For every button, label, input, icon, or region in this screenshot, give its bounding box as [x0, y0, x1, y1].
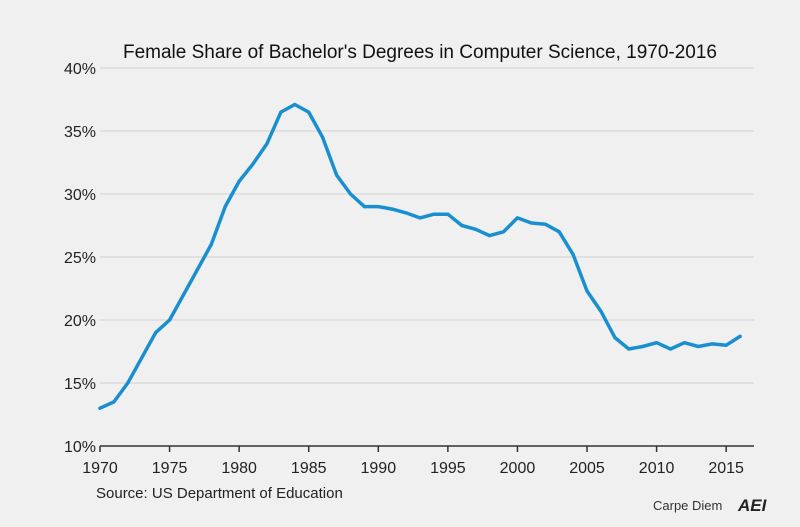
- data-point: [293, 102, 297, 107]
- data-point: [167, 318, 172, 322]
- x-tick-label: 1995: [430, 460, 466, 477]
- data-point: [265, 142, 269, 146]
- data-point: [682, 341, 687, 345]
- data-point: [696, 344, 700, 349]
- publication-name: Carpe Diem: [653, 498, 722, 513]
- data-point: [376, 205, 380, 209]
- series-layer: [98, 102, 742, 410]
- x-tick-label: 1970: [82, 460, 118, 477]
- data-point: [307, 110, 311, 114]
- aei-logo: AEI: [737, 496, 768, 515]
- data-point: [529, 221, 533, 225]
- data-point: [627, 347, 631, 351]
- y-tick-label: 10%: [64, 439, 96, 456]
- aei-logo-text: AEI: [737, 496, 768, 515]
- y-tick-labels: 10% 15% 20% 25% 30% 35% 40%: [64, 61, 96, 456]
- y-tick-label: 20%: [64, 313, 96, 330]
- x-tick-label: 1980: [221, 460, 257, 477]
- source-note: Source: US Department of Education: [96, 485, 343, 502]
- data-point: [237, 179, 241, 183]
- x-tick-label: 1985: [291, 460, 327, 477]
- data-point: [738, 334, 742, 338]
- data-point: [98, 406, 102, 410]
- chart-title: Female Share of Bachelor's Degrees in Co…: [123, 42, 717, 63]
- data-point: [724, 343, 728, 347]
- y-tick-label: 35%: [64, 124, 96, 141]
- data-point: [585, 289, 589, 293]
- data-point: [154, 331, 158, 335]
- data-point: [334, 173, 339, 177]
- data-point: [418, 216, 422, 220]
- data-point: [362, 205, 366, 209]
- data-point: [251, 162, 255, 166]
- x-tick-label: 1990: [361, 460, 397, 477]
- data-point: [599, 309, 603, 313]
- data-point: [488, 233, 492, 238]
- data-point: [515, 216, 520, 220]
- data-point: [223, 205, 227, 209]
- data-point: [557, 230, 561, 234]
- x-tick-labels: 1970 1975 1980 1985 1990 1995 2000 2005 2010 2015: [82, 446, 744, 477]
- data-point: [710, 342, 714, 346]
- y-tick-label: 25%: [64, 250, 96, 267]
- y-tick-label: 30%: [64, 187, 96, 204]
- gridlines: [100, 67, 754, 447]
- x-tick-label: 1975: [152, 460, 188, 477]
- y-tick-label: 15%: [64, 376, 96, 393]
- data-point: [432, 212, 436, 216]
- data-point: [446, 212, 450, 216]
- x-tick-label: 2000: [500, 460, 536, 477]
- x-tick-label: 2005: [569, 460, 605, 477]
- data-point: [321, 135, 325, 139]
- x-tick-label: 2015: [708, 460, 744, 477]
- data-point: [279, 110, 283, 114]
- data-point: [404, 211, 408, 215]
- data-point: [571, 252, 575, 257]
- series-line: [98, 102, 742, 410]
- data-point: [126, 381, 130, 385]
- data-point: [501, 230, 506, 234]
- data-point: [668, 347, 673, 351]
- data-point: [474, 227, 478, 231]
- data-point: [641, 344, 645, 349]
- data-point: [543, 222, 547, 226]
- data-point: [195, 268, 200, 272]
- data-point: [140, 356, 144, 360]
- data-point: [181, 293, 186, 297]
- data-point: [390, 207, 394, 211]
- data-point: [613, 336, 617, 340]
- data-point: [209, 242, 213, 246]
- data-point: [654, 341, 659, 345]
- data-point: [112, 400, 116, 404]
- x-tick-label: 2010: [639, 460, 675, 477]
- data-point: [348, 192, 353, 196]
- data-point: [460, 223, 464, 228]
- y-tick-label: 40%: [64, 61, 96, 78]
